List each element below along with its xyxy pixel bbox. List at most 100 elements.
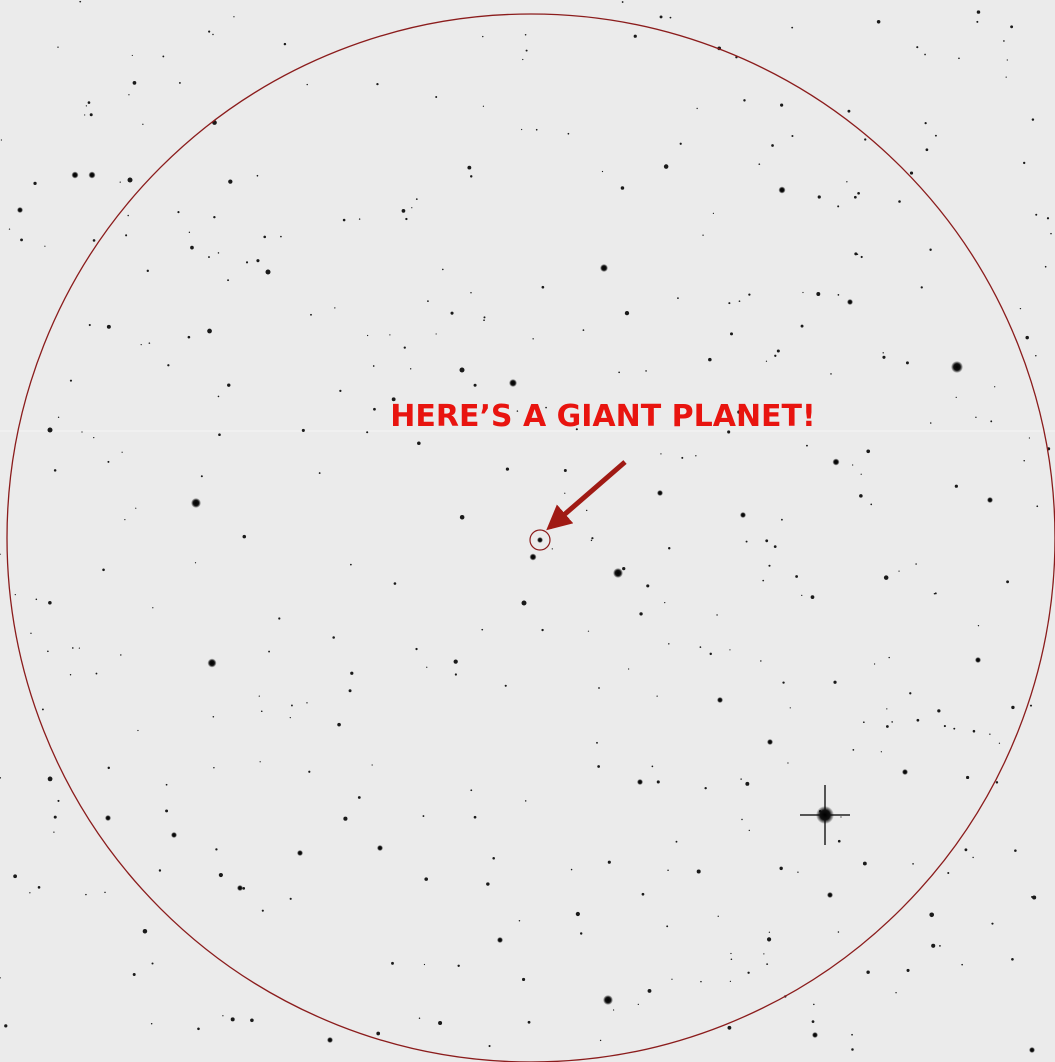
star xyxy=(749,830,750,831)
star xyxy=(122,452,123,453)
star xyxy=(506,468,509,471)
star xyxy=(816,292,820,296)
star xyxy=(104,892,105,893)
star xyxy=(4,1024,7,1027)
star xyxy=(975,657,981,663)
star xyxy=(124,519,125,520)
star xyxy=(415,648,417,650)
star xyxy=(17,207,23,213)
star xyxy=(976,21,978,23)
star xyxy=(1011,706,1014,709)
star xyxy=(376,1032,380,1036)
star xyxy=(79,648,80,649)
star xyxy=(1031,896,1033,898)
star xyxy=(89,172,96,179)
star xyxy=(38,886,41,889)
star xyxy=(250,1019,254,1023)
star xyxy=(373,365,375,367)
star xyxy=(851,1034,853,1036)
star xyxy=(147,270,149,272)
star xyxy=(767,937,771,941)
star xyxy=(830,373,832,375)
star xyxy=(811,595,815,599)
star xyxy=(33,182,36,185)
star xyxy=(422,815,424,817)
star xyxy=(924,54,926,56)
star xyxy=(1006,580,1009,583)
star xyxy=(1020,308,1021,309)
star xyxy=(926,148,929,151)
star xyxy=(189,232,190,233)
star xyxy=(564,469,567,472)
star xyxy=(906,361,909,364)
star xyxy=(973,730,976,733)
star xyxy=(259,696,260,697)
star xyxy=(760,660,761,661)
star xyxy=(978,625,979,626)
star xyxy=(571,869,573,871)
star xyxy=(863,862,867,866)
star xyxy=(263,236,266,239)
star xyxy=(372,764,373,765)
star xyxy=(704,787,706,789)
star xyxy=(877,20,881,24)
star xyxy=(779,867,782,870)
star xyxy=(222,1015,223,1016)
star xyxy=(812,1020,815,1023)
star xyxy=(634,35,637,38)
star xyxy=(989,733,990,734)
star xyxy=(36,599,38,601)
star xyxy=(710,653,712,655)
star xyxy=(702,235,703,236)
star xyxy=(376,83,378,85)
star xyxy=(70,674,71,675)
star xyxy=(306,702,307,703)
star xyxy=(765,539,768,542)
star xyxy=(133,973,136,976)
star xyxy=(681,457,683,459)
star xyxy=(660,453,661,454)
star xyxy=(746,541,748,543)
star xyxy=(528,1021,531,1024)
star xyxy=(424,877,428,881)
star xyxy=(191,498,201,508)
star xyxy=(552,548,553,549)
star xyxy=(127,215,129,217)
star xyxy=(467,166,471,170)
star xyxy=(212,34,213,35)
star xyxy=(886,708,887,709)
star xyxy=(767,739,773,745)
star xyxy=(142,124,143,125)
star xyxy=(522,59,523,60)
star xyxy=(522,601,527,606)
star xyxy=(766,963,768,965)
star xyxy=(48,777,53,782)
star xyxy=(854,252,857,255)
star xyxy=(107,461,109,463)
star xyxy=(128,94,129,95)
star xyxy=(743,99,745,101)
star xyxy=(497,937,503,943)
star xyxy=(128,178,133,183)
star xyxy=(522,978,525,981)
star xyxy=(882,356,885,359)
star xyxy=(813,1004,815,1006)
star xyxy=(460,368,465,373)
star xyxy=(727,1026,731,1030)
star xyxy=(1006,76,1007,77)
star xyxy=(278,617,280,619)
star xyxy=(213,767,214,768)
star xyxy=(208,256,210,258)
star xyxy=(218,252,219,253)
star xyxy=(852,464,853,465)
star xyxy=(977,10,980,13)
star xyxy=(350,564,352,566)
star xyxy=(373,408,376,411)
star xyxy=(243,535,247,539)
star xyxy=(1030,705,1032,707)
star xyxy=(597,765,600,768)
star xyxy=(377,845,383,851)
star xyxy=(729,649,730,650)
star xyxy=(802,292,803,293)
star xyxy=(208,659,217,668)
